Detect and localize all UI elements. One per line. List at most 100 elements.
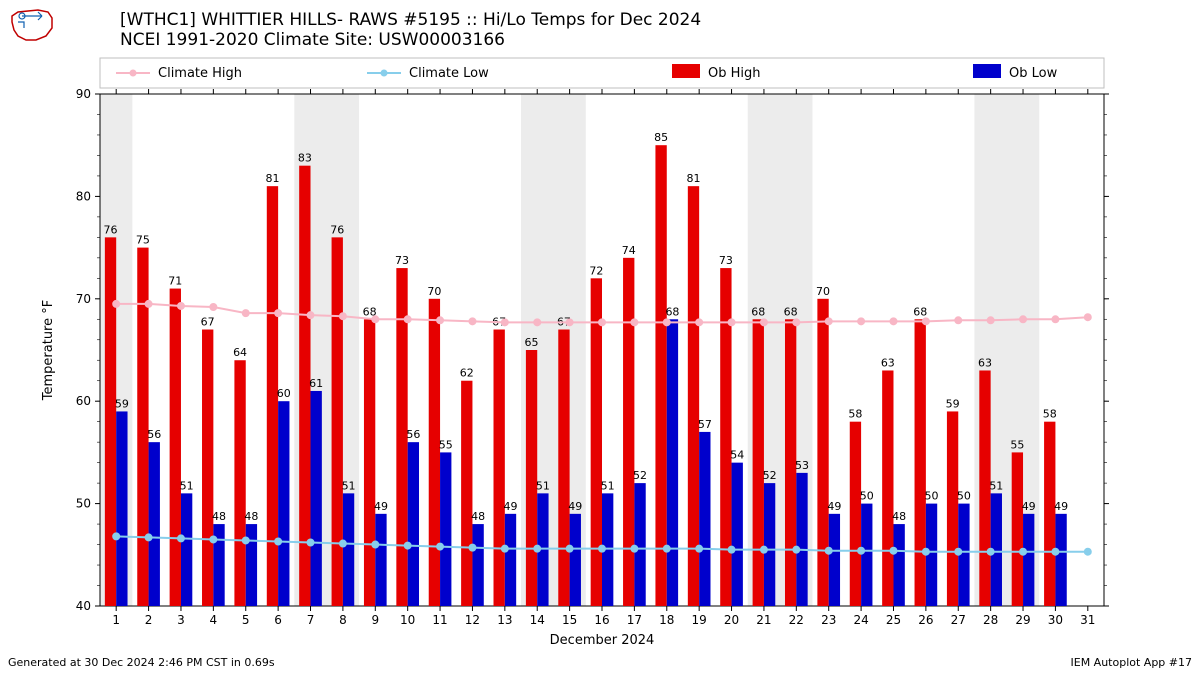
ob-high-bar (655, 145, 666, 606)
legend-climate-high: Climate High (158, 66, 242, 81)
ob-low-value: 54 (730, 449, 744, 462)
x-tick-label: 29 (1015, 613, 1030, 627)
x-tick-label: 27 (951, 613, 966, 627)
ob-high-value: 63 (978, 356, 992, 369)
x-tick-label: 12 (465, 613, 480, 627)
climate-high-line-marker (145, 300, 152, 307)
ob-low-bar (149, 442, 160, 606)
ob-low-bar (246, 524, 257, 606)
climate-high-line-marker (987, 317, 994, 324)
ob-high-bar (1044, 422, 1055, 606)
climate-low-line-marker (1084, 548, 1091, 555)
climate-high-line-marker (469, 318, 476, 325)
ob-high-bar (526, 350, 537, 606)
ob-low-value: 48 (212, 510, 226, 523)
legend-frame (100, 58, 1104, 88)
x-tick-label: 17 (627, 613, 642, 627)
climate-high-line-marker (242, 310, 249, 317)
ob-low-value: 55 (439, 438, 453, 451)
x-tick-label: 7 (307, 613, 315, 627)
x-tick-label: 16 (594, 613, 609, 627)
ob-low-value: 56 (147, 428, 161, 441)
ob-low-bar (375, 514, 386, 606)
ob-high-value: 85 (654, 131, 668, 144)
climate-low-line-marker (825, 547, 832, 554)
ob-low-value: 51 (536, 479, 550, 492)
ob-high-bar (915, 319, 926, 606)
ob-low-value: 51 (342, 479, 356, 492)
climate-low-line-marker (437, 543, 444, 550)
ob-low-bar (861, 504, 872, 606)
ob-low-value: 52 (633, 469, 647, 482)
ob-low-value: 49 (374, 500, 388, 513)
x-tick-label: 25 (886, 613, 901, 627)
ob-high-value: 58 (848, 408, 862, 421)
climate-low-line-marker (372, 541, 379, 548)
climate-high-line-marker (663, 319, 670, 326)
ob-high-value: 62 (460, 367, 474, 380)
ob-high-value: 64 (233, 346, 247, 359)
climate-high-line-marker (793, 319, 800, 326)
ob-low-value: 49 (827, 500, 841, 513)
climate-high-line-marker (890, 318, 897, 325)
climate-high-line-marker (1052, 316, 1059, 323)
temperature-chart: 405060708090Temperature °F12345678910111… (0, 0, 1200, 675)
legend-ob-low: Ob Low (1009, 66, 1058, 81)
x-tick-label: 15 (562, 613, 577, 627)
x-tick-label: 30 (1048, 613, 1063, 627)
climate-low-line-marker (242, 537, 249, 544)
climate-low-line-marker (210, 536, 217, 543)
climate-low-line-marker (696, 545, 703, 552)
climate-low-line-marker (113, 533, 120, 540)
y-tick-label: 90 (76, 87, 91, 101)
ob-high-bar (461, 381, 472, 606)
climate-high-line-marker (177, 302, 184, 309)
x-tick-label: 28 (983, 613, 998, 627)
climate-low-line-marker (760, 546, 767, 553)
climate-high-line-marker (566, 319, 573, 326)
climate-low-line-marker (890, 547, 897, 554)
ob-low-bar (732, 463, 743, 606)
x-tick-label: 31 (1080, 613, 1095, 627)
climate-low-line-marker (501, 545, 508, 552)
ob-low-bar (1023, 514, 1034, 606)
x-tick-label: 24 (853, 613, 868, 627)
ob-high-bar (688, 186, 699, 606)
climate-high-line-marker (631, 319, 638, 326)
ob-high-value: 68 (784, 305, 798, 318)
x-tick-label: 5 (242, 613, 250, 627)
ob-high-bar (947, 411, 958, 606)
x-tick-label: 23 (821, 613, 836, 627)
climate-low-line-marker (599, 545, 606, 552)
x-tick-label: 9 (371, 613, 379, 627)
climate-high-line-marker (501, 319, 508, 326)
ob-high-value: 67 (201, 316, 215, 329)
climate-low-line-marker (858, 547, 865, 554)
ob-high-bar (234, 360, 245, 606)
climate-high-line-marker (1084, 314, 1091, 321)
ob-high-bar (558, 330, 569, 606)
ob-high-bar (850, 422, 861, 606)
ob-low-value: 59 (115, 397, 129, 410)
ob-low-bar (181, 493, 192, 606)
climate-low-line-marker (177, 535, 184, 542)
ob-low-bar (505, 514, 516, 606)
climate-low-line-marker (404, 542, 411, 549)
climate-high-line-marker (404, 316, 411, 323)
climate-low-line-marker (793, 546, 800, 553)
ob-low-bar (311, 391, 322, 606)
ob-high-bar (105, 237, 116, 606)
ob-high-bar (202, 330, 213, 606)
climate-low-line-marker (728, 546, 735, 553)
ob-low-bar (634, 483, 645, 606)
climate-low-line-marker (1020, 548, 1027, 555)
ob-low-bar (116, 411, 127, 606)
ob-high-value: 68 (751, 305, 765, 318)
climate-low-line-marker (663, 545, 670, 552)
ob-low-bar (893, 524, 904, 606)
ob-high-value: 59 (946, 397, 960, 410)
ob-high-bar (494, 330, 505, 606)
ob-low-bar (570, 514, 581, 606)
climate-low-line-marker (987, 548, 994, 555)
ob-high-bar (332, 237, 343, 606)
